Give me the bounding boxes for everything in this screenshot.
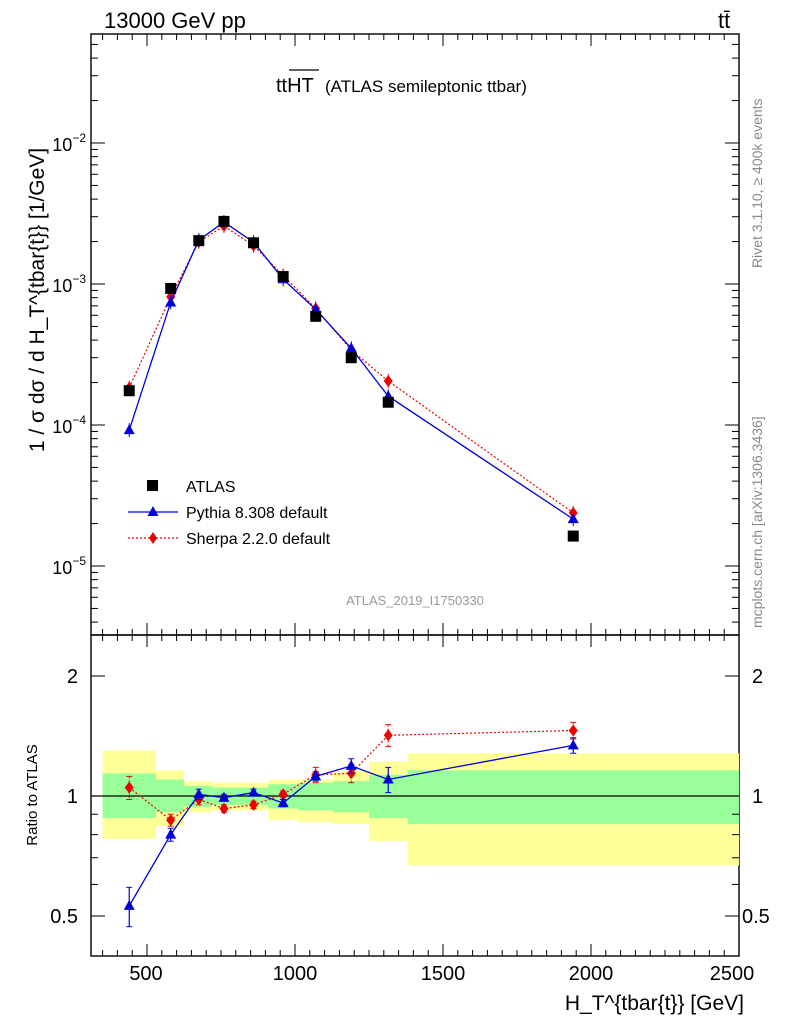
analysis-tag: ATLAS_2019_I1750330 [346, 593, 484, 608]
ratio-ytick-0-5: 0.5 [50, 906, 78, 928]
legend-sherpa-label: Sherpa 2.2.0 default [186, 531, 331, 548]
atlas-point [277, 271, 289, 283]
atlas-point [123, 385, 135, 397]
ratio-pythia-point [218, 791, 230, 802]
axis-ticks [91, 34, 740, 956]
ratio-pythia-series [123, 737, 579, 928]
xtick-2000: 2000 [569, 963, 614, 985]
xaxis-label: H_T^{tbar{t}} [GeV] [565, 992, 744, 1015]
title-main: ttHT [276, 75, 314, 97]
ratio-pythia-point [277, 797, 289, 808]
xtick-1500: 1500 [421, 963, 466, 985]
main-ylabel: 1 / σ dσ / d H_T^{tbar{t}} [1/GeV] [26, 148, 49, 452]
xtick-labels: 500 1000 1500 2000 2500 [129, 963, 754, 985]
ratio-ytick-labels-right: 2 1 0.5 [742, 666, 770, 928]
atlas-point [310, 310, 322, 322]
pythia-point [123, 424, 135, 435]
ytick-label-1e-4: 10−4 [52, 413, 86, 437]
ratio-pythia-point [310, 770, 322, 781]
ratio-pythia-point [165, 828, 177, 839]
ratio-sherpa-point [249, 798, 259, 811]
ratio-pythia-point [123, 899, 135, 910]
atlas-point [165, 282, 177, 294]
ratio-band-inner-bin [407, 770, 739, 825]
ratio-sherpa-point [124, 781, 134, 794]
process-label: tt̄ [718, 8, 730, 33]
ratio-ytick-right-0-5: 0.5 [742, 906, 770, 928]
pythia-point [345, 342, 357, 353]
rivet-side-label: Rivet 3.1.10, ≥ 400k events [749, 98, 765, 268]
sherpa-line [128, 225, 574, 514]
energy-label: 13000 GeV pp [104, 8, 246, 33]
ratio-sherpa-point [383, 729, 393, 742]
atlas-point [218, 215, 230, 227]
main-atlas-series [123, 215, 579, 542]
ratio-pythia-line [128, 744, 574, 907]
ratio-sherpa-point [219, 802, 229, 815]
ytick-label-1e-3: 10−3 [52, 272, 86, 296]
main-ytick-labels: 10−2 10−3 10−4 10−5 [52, 131, 86, 578]
legend-atlas-marker [147, 480, 158, 491]
ratio-ylabel: Ratio to ATLAS [24, 744, 41, 845]
pythia-point [567, 513, 579, 524]
legend-pythia-marker [147, 506, 159, 516]
mcplots-side-label: mcplots.cern.ch [arXiv:1306.3436] [749, 416, 765, 628]
ratio-pythia-point [193, 788, 205, 799]
xtick-1000: 1000 [273, 963, 318, 985]
pythia-point [165, 296, 177, 307]
sherpa-point [383, 375, 393, 388]
ratio-pythia-point [345, 759, 357, 770]
ytick-label-1e-5: 10−5 [52, 554, 86, 578]
ratio-ytick-right-2: 2 [752, 666, 763, 688]
xtick-2500: 2500 [710, 963, 755, 985]
atlas-point [567, 530, 579, 542]
ytick-label-1e-2: 10−2 [52, 131, 86, 155]
ratio-ytick-labels-left: 2 1 0.5 [50, 666, 78, 928]
ratio-sherpa-point [568, 724, 578, 737]
legend: ATLAS Pythia 8.308 default Sherpa 2.2.0 … [128, 479, 331, 548]
svg-text:ttHT (ATLAS semileptonic t: ttHT (ATLAS semileptonic ttbar) [276, 75, 527, 97]
legend-atlas-label: ATLAS [186, 479, 236, 496]
ratio-pythia-point [382, 773, 394, 784]
atlas-point [345, 352, 357, 364]
atlas-point [382, 396, 394, 408]
xtick-500: 500 [129, 963, 162, 985]
ratio-sherpa-point [278, 788, 288, 801]
ratio-pythia-point [567, 739, 579, 750]
ratio-ytick-right-1: 1 [752, 786, 763, 808]
legend-sherpa-marker [149, 532, 157, 544]
ratio-sherpa-point [166, 814, 176, 827]
title-description: (ATLAS semileptonic ttbar) [325, 77, 527, 96]
ratio-ytick-1: 1 [67, 786, 78, 808]
atlas-point [193, 235, 205, 247]
legend-pythia-label: Pythia 8.308 default [186, 505, 328, 522]
ratio-pythia-point [248, 786, 260, 797]
ratio-ytick-2: 2 [67, 666, 78, 688]
atlas-point [248, 237, 260, 249]
main-sherpa-series [124, 218, 578, 520]
pythia-line [128, 221, 574, 520]
ratio-band-inner-bin [333, 781, 369, 813]
